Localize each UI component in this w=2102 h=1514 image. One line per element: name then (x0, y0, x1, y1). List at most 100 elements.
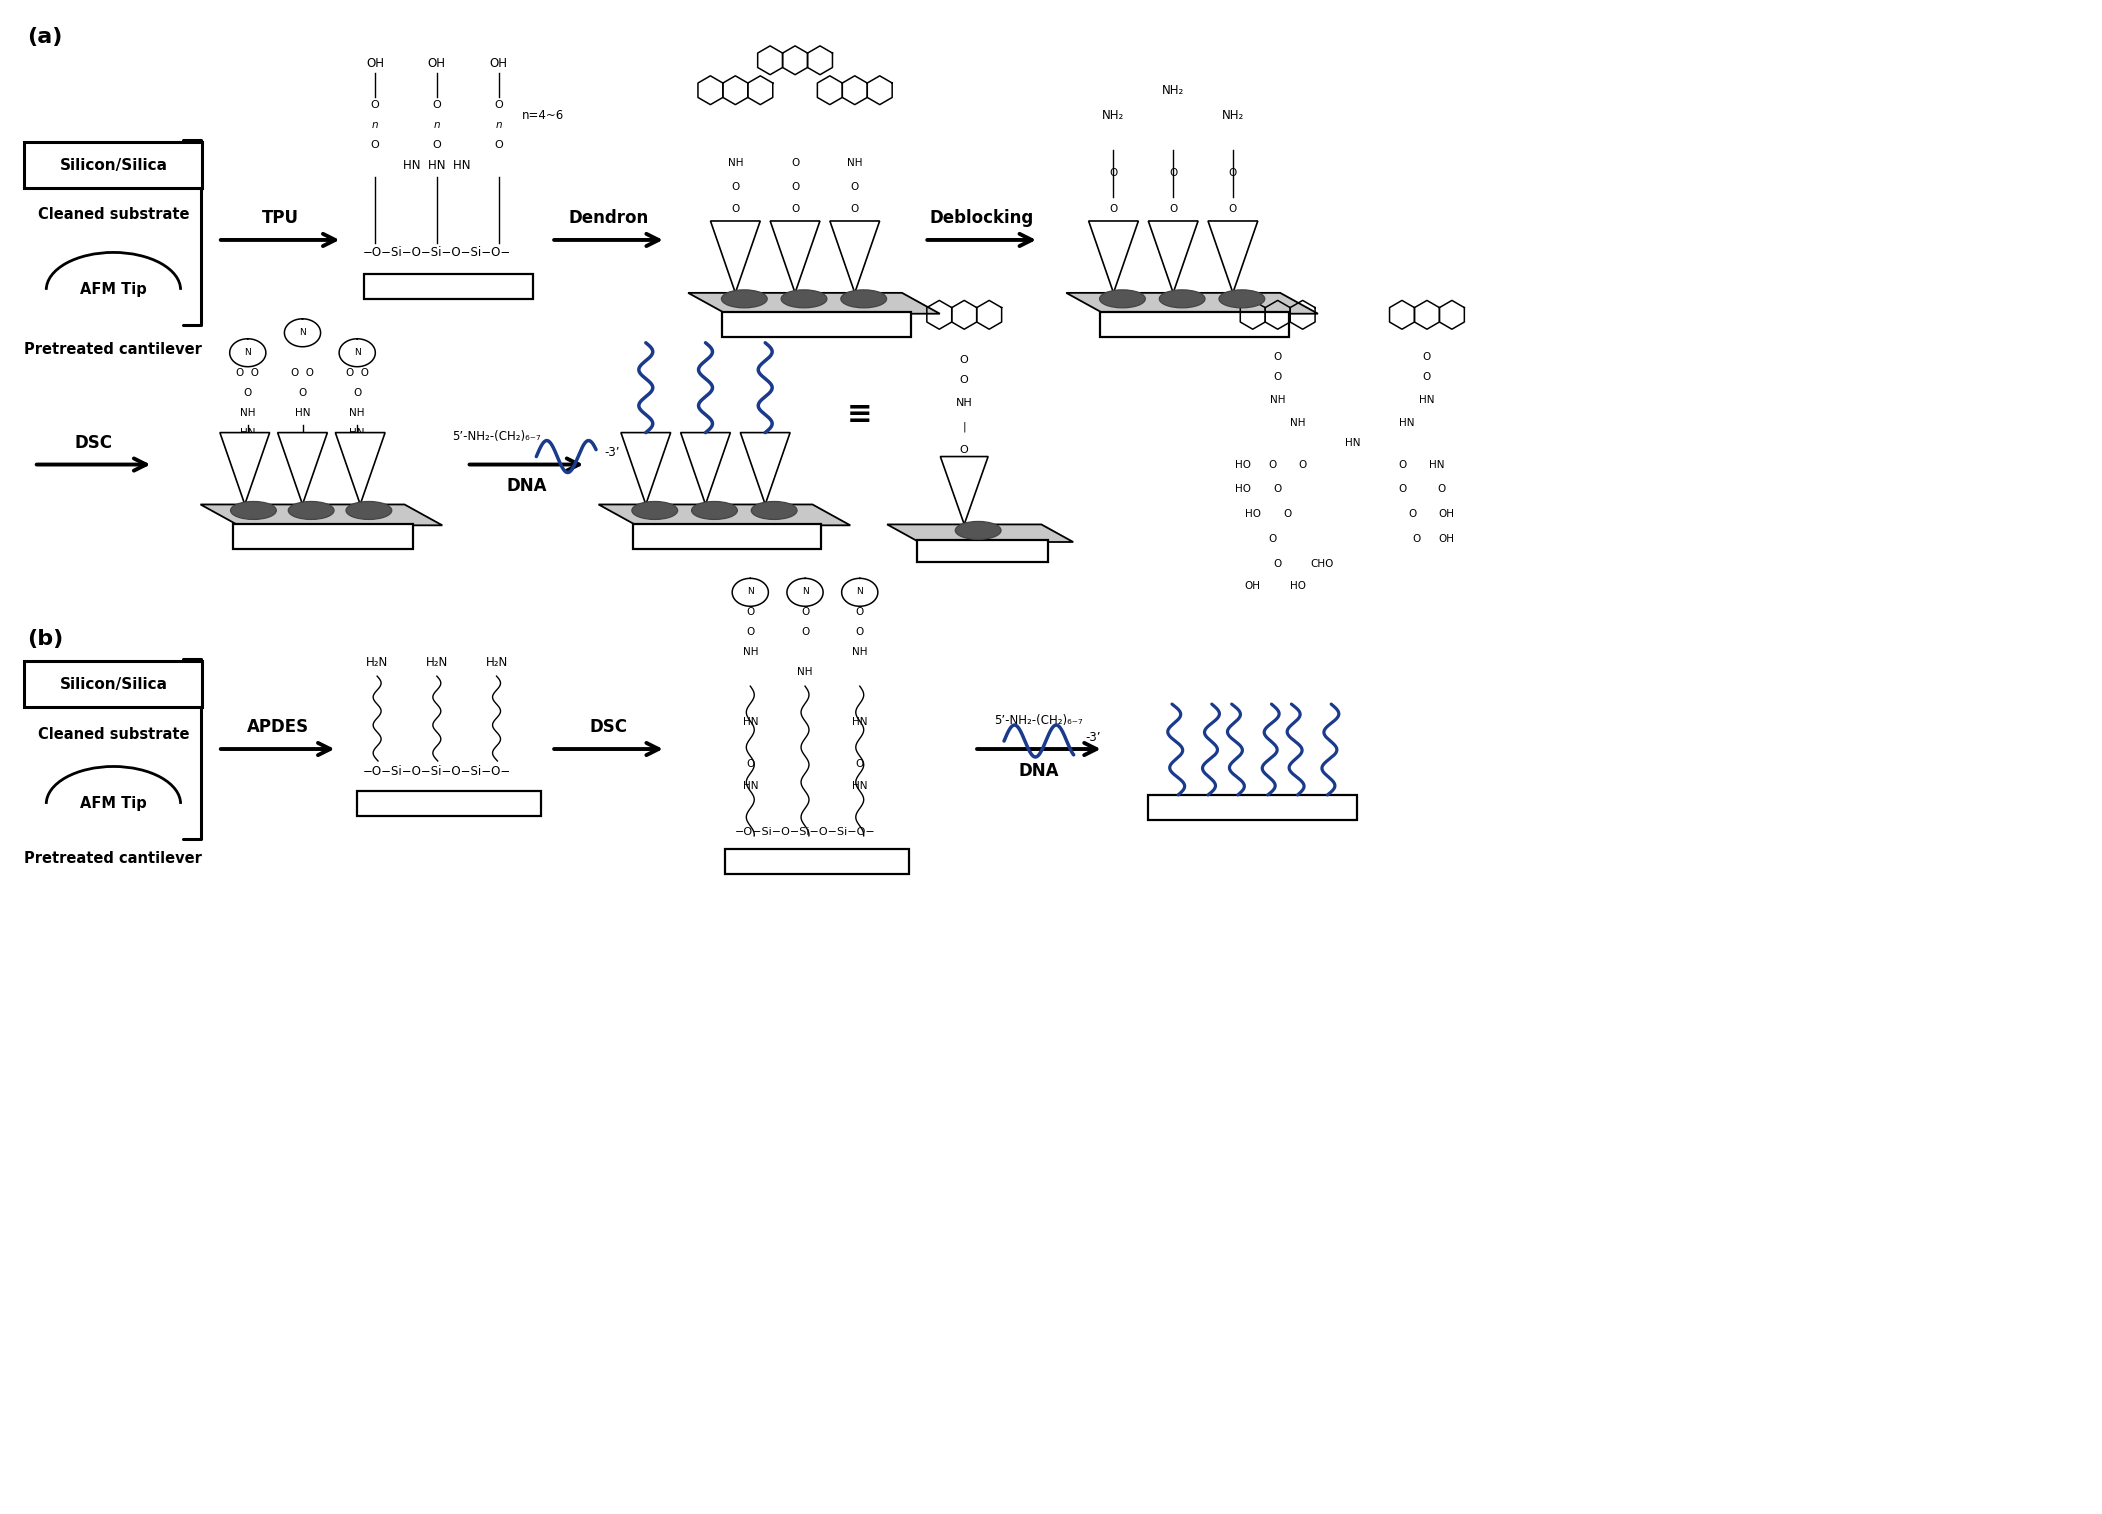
Text: O: O (746, 759, 755, 769)
Text: NH: NH (727, 157, 744, 168)
Bar (633, 524, 822, 550)
Text: HN: HN (851, 781, 868, 790)
Polygon shape (200, 504, 441, 525)
Text: n: n (372, 120, 378, 130)
Polygon shape (221, 433, 269, 504)
Text: O: O (961, 354, 969, 365)
Polygon shape (887, 524, 1074, 542)
Text: O: O (494, 141, 502, 150)
Bar (723, 312, 910, 338)
Ellipse shape (231, 501, 275, 519)
Polygon shape (1148, 221, 1198, 292)
Text: ≡: ≡ (847, 400, 872, 428)
Text: O: O (790, 182, 799, 192)
Polygon shape (599, 504, 851, 525)
Text: O: O (494, 100, 502, 111)
Bar (357, 792, 540, 816)
Text: NH: NH (1165, 223, 1181, 232)
Text: APDES: APDES (246, 718, 309, 736)
Polygon shape (1066, 292, 1318, 313)
Ellipse shape (841, 289, 887, 307)
Text: |: | (963, 421, 967, 431)
Text: N: N (746, 587, 755, 597)
Text: O: O (801, 607, 809, 618)
Text: NH: NH (1106, 223, 1120, 232)
Polygon shape (336, 433, 385, 504)
Text: O  O: O O (290, 368, 313, 377)
Text: HN: HN (851, 718, 868, 727)
Text: Pretreated cantilever: Pretreated cantilever (25, 851, 202, 866)
Text: O: O (370, 141, 380, 150)
FancyBboxPatch shape (25, 662, 202, 707)
Text: NH: NH (847, 223, 862, 232)
Text: N: N (856, 587, 864, 597)
Text: HO: HO (1234, 460, 1251, 469)
Polygon shape (277, 433, 328, 504)
Text: O: O (1110, 168, 1118, 179)
Text: O: O (790, 204, 799, 213)
Text: HN: HN (349, 427, 366, 438)
Text: H₂N: H₂N (366, 656, 389, 669)
Text: O: O (1274, 351, 1282, 362)
Text: O: O (746, 627, 755, 637)
Text: O: O (1169, 204, 1177, 213)
Text: O: O (856, 627, 864, 637)
Polygon shape (620, 433, 671, 504)
Text: DSC: DSC (74, 433, 114, 451)
Text: n: n (433, 120, 439, 130)
Text: H₂N: H₂N (427, 656, 448, 669)
Text: -3’: -3’ (603, 447, 620, 459)
Text: TPU: TPU (261, 209, 298, 227)
Text: DNA: DNA (1019, 762, 1059, 780)
Text: O: O (961, 445, 969, 454)
Text: HO: HO (1291, 581, 1305, 592)
Text: NH: NH (1270, 395, 1286, 404)
Polygon shape (687, 292, 940, 313)
Text: O: O (851, 182, 860, 192)
Text: OH: OH (490, 58, 507, 70)
Text: H₂N: H₂N (486, 656, 509, 669)
Text: NH: NH (727, 223, 744, 232)
Text: O: O (433, 100, 441, 111)
Text: O: O (353, 388, 362, 398)
Text: NH₂: NH₂ (1221, 109, 1244, 121)
Text: O: O (1398, 460, 1406, 469)
Text: O: O (1274, 372, 1282, 382)
Text: HN: HN (742, 718, 759, 727)
Text: NH: NH (349, 407, 366, 418)
Text: HN: HN (240, 427, 256, 438)
Text: NH: NH (1291, 418, 1305, 427)
Text: −O−Si−O−Si−O−Si−O−: −O−Si−O−Si−O−Si−O− (364, 766, 511, 778)
Text: Deblocking: Deblocking (929, 209, 1034, 227)
Text: N: N (353, 348, 362, 356)
Text: −O−Si−O−Si−O−Si−O−: −O−Si−O−Si−O−Si−O− (364, 247, 511, 259)
Text: O: O (1270, 460, 1276, 469)
Bar (916, 540, 1047, 562)
Text: O: O (244, 388, 252, 398)
Text: NH: NH (1225, 223, 1240, 232)
Text: O  O: O O (235, 368, 259, 377)
Bar (1101, 312, 1289, 338)
Text: OH: OH (1244, 581, 1261, 592)
Text: O: O (1274, 484, 1282, 495)
Text: O: O (1408, 509, 1417, 519)
Text: HN: HN (294, 407, 311, 418)
Text: OH: OH (1440, 534, 1455, 545)
Text: −O−Si−O−Si−O−Si−O−: −O−Si−O−Si−O−Si−O− (734, 827, 874, 837)
Ellipse shape (288, 501, 334, 519)
Text: N: N (801, 587, 809, 597)
Bar (364, 274, 534, 300)
Text: -3’: -3’ (1085, 731, 1101, 743)
Ellipse shape (750, 501, 797, 519)
Text: O: O (801, 627, 809, 637)
Text: OH: OH (429, 58, 446, 70)
Text: O: O (1398, 484, 1406, 495)
Text: Silicon/Silica: Silicon/Silica (59, 677, 168, 692)
Text: 5’-NH₂-(CH₂)₆₋₇: 5’-NH₂-(CH₂)₆₋₇ (994, 715, 1083, 727)
Text: AFM Tip: AFM Tip (80, 796, 147, 812)
Text: 5’-NH₂-(CH₂)₆₋₇: 5’-NH₂-(CH₂)₆₋₇ (452, 430, 540, 442)
Text: OH: OH (1440, 509, 1455, 519)
Text: NH: NH (742, 646, 759, 657)
Text: (a): (a) (27, 27, 63, 47)
Ellipse shape (1099, 289, 1146, 307)
